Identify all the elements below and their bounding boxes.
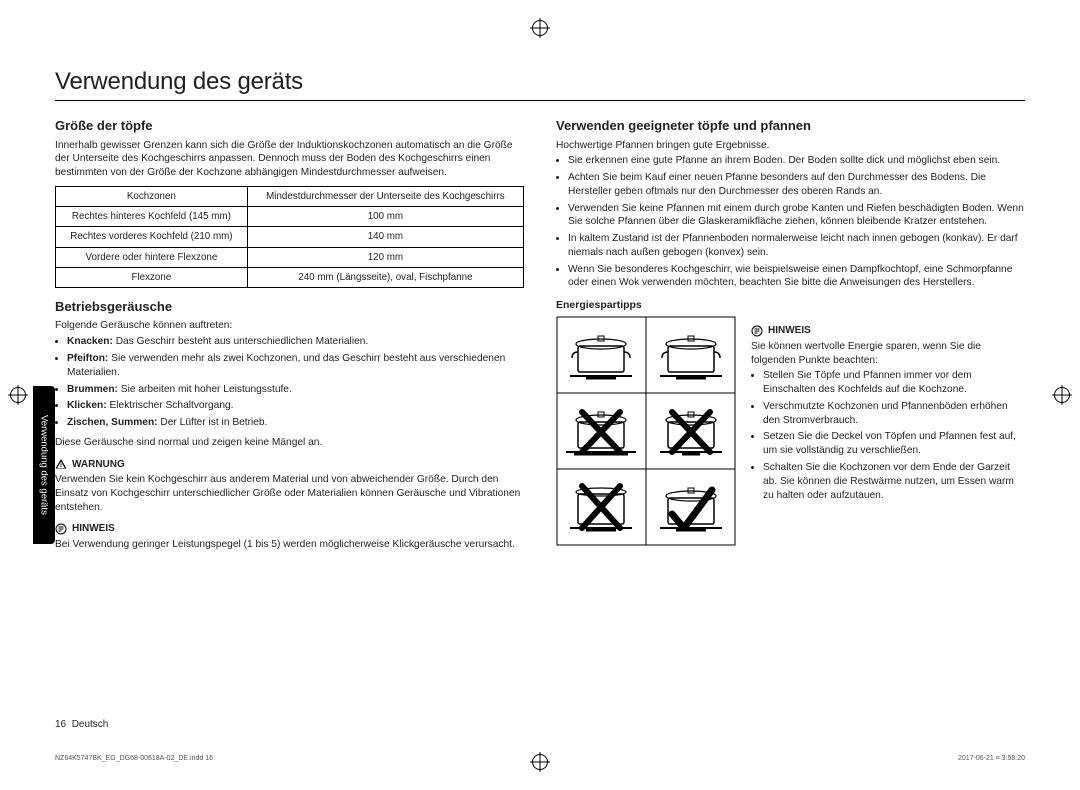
- section-pot-size-text: Innerhalb gewisser Grenzen kann sich die…: [55, 139, 524, 180]
- title-rule: [55, 100, 1025, 101]
- list-item: Schalten Sie die Kochzonen vor dem Ende …: [763, 461, 1025, 502]
- page-number: 16: [55, 719, 66, 730]
- list-item: Klicken: Elektrischer Schaltvorgang.: [67, 399, 524, 413]
- list-item: Verschmutzte Kochzonen und Pfannenböden …: [763, 400, 1025, 428]
- page-footer: 16 Deutsch: [55, 719, 108, 730]
- warning-header: WARNUNG: [55, 458, 524, 472]
- table-cell: 140 mm: [247, 227, 523, 247]
- page-title: Verwendung des geräts: [55, 68, 1025, 96]
- note-icon: [751, 325, 763, 337]
- list-item: Wenn Sie besonderes Kochgeschirr, wie be…: [568, 263, 1025, 291]
- energy-tips-title: Energiespartipps: [556, 298, 1025, 312]
- table-cell: Rechtes hinteres Kochfeld (145 mm): [56, 207, 248, 227]
- page-language: Deutsch: [72, 719, 109, 730]
- table-cell: 240 mm (Längsseite), oval, Fischpfanne: [247, 267, 523, 287]
- list-item: Stellen Sie Töpfe und Pfannen immer vor …: [763, 369, 1025, 397]
- left-column: Größe der töpfe Innerhalb gewisser Grenz…: [55, 111, 524, 554]
- noise-outro: Diese Geräusche sind normal und zeigen k…: [55, 436, 524, 450]
- note-label-2: HINWEIS: [768, 324, 811, 338]
- indd-filename: NZ64K5747BK_EG_DG68-00618A-02_DE.indd 16: [55, 755, 213, 763]
- note-header-2: HINWEIS: [751, 324, 1025, 338]
- list-item: Setzen Sie die Deckel von Töpfen und Pfa…: [763, 430, 1025, 458]
- list-item: Pfeifton: Sie verwenden mehr als zwei Ko…: [67, 352, 524, 380]
- indd-footer: NZ64K5747BK_EG_DG68-00618A-02_DE.indd 16…: [55, 755, 1025, 763]
- warning-icon: [55, 458, 67, 470]
- table-cell: Rechtes vorderes Kochfeld (210 mm): [56, 227, 248, 247]
- noise-intro: Folgende Geräusche können auftreten:: [55, 319, 524, 333]
- list-item: In kaltem Zustand ist der Pfannenboden n…: [568, 232, 1025, 260]
- table-cell: Vordere oder hintere Flexzone: [56, 247, 248, 267]
- pans-intro: Hochwertige Pfannen bringen gute Ergebni…: [556, 139, 1025, 153]
- list-item: Zischen, Summen: Der Lüfter ist in Betri…: [67, 416, 524, 430]
- warning-text: Verwenden Sie kein Kochgeschirr aus ande…: [55, 473, 524, 514]
- note-header-1: HINWEIS: [55, 522, 524, 536]
- table-cell: 100 mm: [247, 207, 523, 227]
- indd-timestamp: 2017-06-21 ⌗ 3:58:20: [958, 755, 1025, 763]
- note-intro-2: Sie können wertvolle Energie sparen, wen…: [751, 340, 1025, 368]
- energy-tips-list: Stellen Sie Töpfe und Pfannen immer vor …: [751, 369, 1025, 502]
- note-label-1: HINWEIS: [72, 522, 115, 536]
- table-header-diameter: Mindestdurchmesser der Unterseite des Ko…: [247, 186, 523, 206]
- right-column: Verwenden geeigneter töpfe und pfannen H…: [556, 111, 1025, 554]
- energy-tips-illustration: [556, 316, 736, 546]
- section-noise-title: Betriebsgeräusche: [55, 298, 524, 316]
- table-header-zone: Kochzonen: [56, 186, 248, 206]
- list-item: Knacken: Das Geschirr besteht aus unters…: [67, 335, 524, 349]
- noise-list: Knacken: Das Geschirr besteht aus unters…: [55, 335, 524, 430]
- section-pans-title: Verwenden geeigneter töpfe und pfannen: [556, 117, 1025, 135]
- table-cell: Flexzone: [56, 267, 248, 287]
- section-pot-size-title: Größe der töpfe: [55, 117, 524, 135]
- warning-label: WARNUNG: [72, 458, 125, 472]
- list-item: Achten Sie beim Kauf einer neuen Pfanne …: [568, 171, 1025, 199]
- list-item: Brummen: Sie arbeiten mit hoher Leistung…: [67, 383, 524, 397]
- table-cell: 120 mm: [247, 247, 523, 267]
- pot-size-table: Kochzonen Mindestdurchmesser der Unterse…: [55, 186, 524, 288]
- note-text-1: Bei Verwendung geringer Leistungspegel (…: [55, 538, 524, 552]
- pans-list: Sie erkennen eine gute Pfanne an ihrem B…: [556, 154, 1025, 290]
- list-item: Sie erkennen eine gute Pfanne an ihrem B…: [568, 154, 1025, 168]
- list-item: Verwenden Sie keine Pfannen mit einem du…: [568, 202, 1025, 230]
- note-icon: [55, 523, 67, 535]
